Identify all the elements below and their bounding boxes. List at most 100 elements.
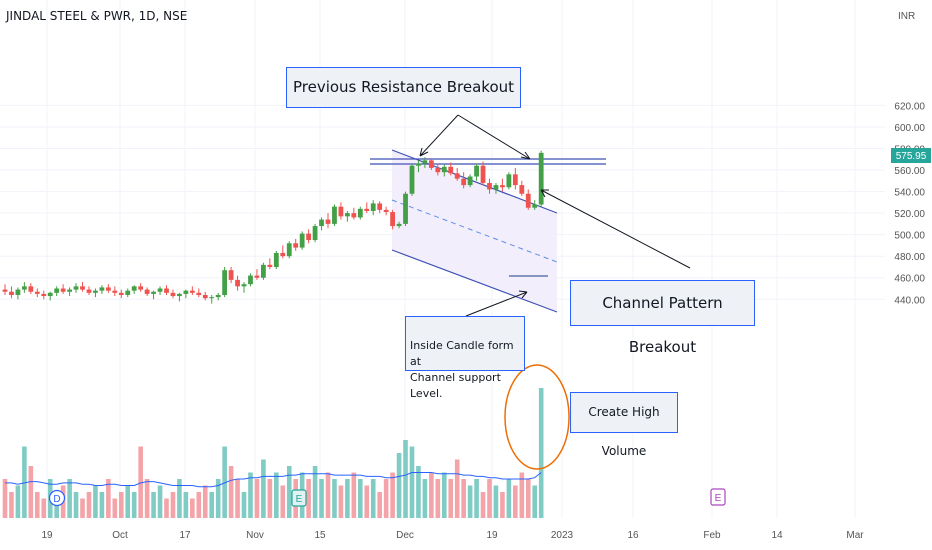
high-volume-text: Create High Volume bbox=[588, 405, 660, 458]
dividend-event-icon[interactable] bbox=[48, 489, 66, 507]
candle-body bbox=[131, 286, 137, 291]
earnings-event-icon[interactable] bbox=[710, 488, 726, 506]
candle-body bbox=[215, 294, 221, 298]
volume-bar bbox=[403, 440, 408, 518]
candle-body bbox=[99, 287, 105, 291]
candle-body bbox=[396, 223, 402, 227]
candle-body bbox=[73, 286, 79, 290]
volume-bar bbox=[383, 479, 389, 518]
volume-bar bbox=[441, 472, 447, 518]
candle-body bbox=[312, 226, 318, 241]
volume-bar bbox=[261, 459, 266, 518]
volume-bar bbox=[248, 472, 253, 518]
volume-bar bbox=[112, 498, 118, 518]
y-tick-label: 620.00 bbox=[894, 101, 925, 112]
volume-bar bbox=[377, 492, 382, 518]
candle-body bbox=[286, 243, 292, 257]
candle-body bbox=[306, 233, 312, 241]
candle-body bbox=[254, 275, 260, 278]
annotation-arrows bbox=[419, 114, 691, 317]
volume-bar bbox=[157, 485, 163, 518]
candle-body bbox=[138, 286, 144, 290]
x-tick-label: 19 bbox=[486, 530, 498, 541]
x-tick-label: 16 bbox=[627, 530, 639, 541]
volume-ma-line bbox=[5, 472, 542, 488]
volume-bar bbox=[538, 388, 544, 518]
volume-bar bbox=[131, 492, 137, 518]
volume-bar bbox=[390, 472, 395, 518]
volume-bar bbox=[138, 446, 143, 518]
volume-bar bbox=[267, 479, 273, 518]
candle-body bbox=[383, 209, 389, 213]
candle-body bbox=[422, 160, 428, 164]
volume-bar bbox=[332, 479, 337, 518]
volume-bar bbox=[364, 485, 370, 518]
candle-body bbox=[54, 288, 60, 293]
candle-body bbox=[41, 293, 47, 297]
volume-bar bbox=[325, 472, 331, 518]
candle-body bbox=[428, 160, 434, 168]
volume-bar bbox=[80, 498, 85, 518]
volume-bar bbox=[454, 459, 460, 518]
earnings-event-icon[interactable] bbox=[291, 489, 307, 507]
y-tick-label: 560.00 bbox=[894, 166, 925, 177]
candle-body bbox=[267, 264, 273, 267]
candle-body bbox=[177, 293, 182, 297]
channel-lower-line bbox=[391, 249, 558, 313]
volume-bars bbox=[2, 388, 544, 518]
channel-breakout-callout: Channel Pattern Breakout bbox=[570, 280, 755, 356]
x-tick-label: Mar bbox=[846, 530, 864, 541]
volume-bar bbox=[525, 479, 531, 518]
volume-bar bbox=[2, 479, 8, 518]
candle-body bbox=[390, 212, 395, 227]
candle-body bbox=[28, 286, 34, 292]
volume-bar bbox=[67, 479, 72, 518]
candle-body bbox=[357, 208, 363, 218]
volume-bar bbox=[519, 472, 525, 518]
x-tick-label: 15 bbox=[314, 530, 326, 541]
candle-body bbox=[222, 270, 228, 295]
channel-mid-line bbox=[391, 199, 558, 263]
candle-body bbox=[209, 297, 215, 299]
volume-bar bbox=[170, 492, 176, 518]
candle-body bbox=[454, 173, 460, 179]
candle-body bbox=[519, 185, 525, 194]
candle-body bbox=[441, 166, 447, 173]
x-tick-label: Nov bbox=[246, 530, 264, 541]
candle-body bbox=[189, 290, 195, 293]
candle-body bbox=[448, 166, 454, 174]
candle-body bbox=[86, 289, 92, 293]
candle-body bbox=[480, 165, 486, 183]
candle-body bbox=[506, 174, 512, 188]
candle-body bbox=[170, 292, 176, 297]
candle-body bbox=[299, 233, 305, 248]
volume-bar bbox=[125, 485, 131, 518]
candle-body bbox=[351, 213, 357, 218]
candle-body bbox=[364, 208, 370, 211]
candle-body bbox=[144, 289, 150, 294]
volume-bar bbox=[235, 479, 240, 518]
x-tick-label: Oct bbox=[112, 530, 128, 541]
volume-bar bbox=[416, 466, 421, 518]
volume-bar bbox=[202, 485, 208, 518]
volume-bar bbox=[429, 472, 434, 518]
volume-bar bbox=[370, 479, 376, 518]
candle-body bbox=[474, 165, 479, 177]
volume-bar bbox=[9, 492, 14, 518]
candle-body bbox=[47, 292, 53, 297]
candle-body bbox=[80, 286, 85, 290]
candle-body bbox=[118, 292, 124, 295]
candle-body bbox=[235, 279, 240, 287]
volume-bar bbox=[228, 466, 234, 518]
y-tick-label: 480.00 bbox=[894, 252, 925, 263]
volume-bar bbox=[196, 492, 202, 518]
volume-bar bbox=[15, 485, 21, 518]
candle-body bbox=[157, 288, 163, 292]
volume-bar bbox=[215, 479, 221, 518]
volume-bar bbox=[435, 479, 441, 518]
volume-bar bbox=[22, 446, 27, 518]
volume-bar bbox=[448, 479, 454, 518]
volume-bar bbox=[396, 453, 402, 518]
volume-bar bbox=[274, 472, 279, 518]
